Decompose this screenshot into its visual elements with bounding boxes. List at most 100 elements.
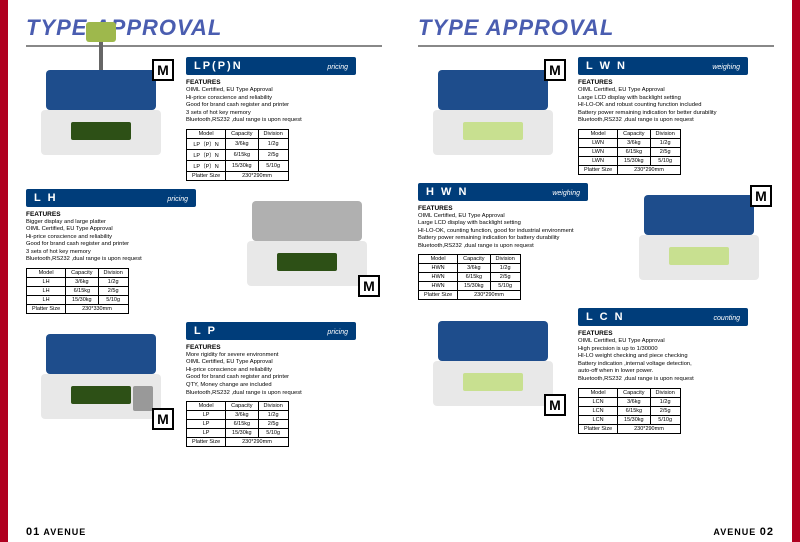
feature-line: Bigger display and large platter bbox=[26, 219, 222, 227]
scale-icon bbox=[433, 70, 553, 155]
table-cell: 6/15kg bbox=[618, 406, 650, 415]
product-info: H W N weighing FEATURES OIML Certified, … bbox=[418, 183, 614, 301]
display-icon bbox=[463, 122, 523, 140]
platter-icon bbox=[46, 70, 156, 110]
feature-line: Battery indication ,internal voltage det… bbox=[578, 361, 774, 369]
table-cell: LP（P）N bbox=[187, 149, 226, 160]
model-header: L H pricing bbox=[26, 189, 196, 207]
table-header-row: ModelCapacityDivision bbox=[419, 255, 521, 264]
product-block: M LP(P)N pricing FEATURES OIML Certified… bbox=[26, 57, 382, 181]
table-header: Model bbox=[187, 402, 226, 411]
footer-left: 01 AVENUE bbox=[26, 526, 86, 538]
features-title: FEATURES bbox=[418, 205, 614, 212]
title-underline bbox=[418, 45, 774, 47]
table-cell: 3/6kg bbox=[66, 277, 98, 286]
features-list: OIML Certified, EU Type ApprovalHi-price… bbox=[186, 87, 382, 125]
table-row: LH3/6kg1/2g bbox=[27, 277, 129, 286]
feature-line: Bluetooth,RS232 ,dual range is upon requ… bbox=[186, 390, 382, 398]
model-category: pricing bbox=[327, 329, 348, 336]
table-cell: 3/6kg bbox=[618, 397, 650, 406]
features-title: FEATURES bbox=[186, 79, 382, 86]
brand-left: AVENUE bbox=[43, 527, 86, 537]
model-category: pricing bbox=[327, 64, 348, 71]
spec-table: ModelCapacityDivision LH3/6kg1/2gLH6/15k… bbox=[26, 268, 129, 314]
table-header: Capacity bbox=[618, 129, 650, 138]
table-cell: 5/10g bbox=[258, 160, 288, 171]
table-header: Division bbox=[258, 129, 288, 138]
table-cell: LWN bbox=[579, 138, 618, 147]
table-cell: 6/15kg bbox=[66, 286, 98, 295]
pole-icon bbox=[99, 40, 103, 70]
table-cell: Platter Size bbox=[187, 438, 226, 447]
table-cell: 1/2g bbox=[490, 264, 520, 273]
table-row: LWN15/30kg5/10g bbox=[579, 156, 681, 165]
model-header: L C N counting bbox=[578, 308, 748, 326]
product-info: L P pricing FEATURES More rigidity for s… bbox=[186, 322, 382, 447]
feature-line: HI-LO-OK, counting function, good for in… bbox=[418, 228, 614, 236]
table-cell: LP bbox=[187, 429, 226, 438]
table-row: LP（P）N6/15kg2/5g bbox=[187, 149, 289, 160]
table-header: Division bbox=[650, 388, 680, 397]
table-cell: 5/10g bbox=[98, 295, 128, 304]
spec-table: ModelCapacityDivision LCN3/6kg1/2gLCN6/1… bbox=[578, 388, 681, 434]
features-list: More rigidity for severe environmentOIML… bbox=[186, 352, 382, 397]
table-cell: 5/10g bbox=[490, 282, 520, 291]
feature-line: Hi-price conscience and reliability bbox=[186, 367, 382, 375]
table-cell: 3/6kg bbox=[618, 138, 650, 147]
spec-table: ModelCapacityDivision LWN3/6kg1/2gLWN6/1… bbox=[578, 129, 681, 175]
model-header: L P pricing bbox=[186, 322, 356, 340]
table-cell: LP（P）N bbox=[187, 160, 226, 171]
features-list: OIML Certified, EU Type ApprovalHigh pre… bbox=[578, 338, 774, 383]
table-row: LCN3/6kg1/2g bbox=[579, 397, 681, 406]
m-badge: M bbox=[358, 275, 380, 297]
table-header-row: ModelCapacityDivision bbox=[579, 129, 681, 138]
table-cell: LH bbox=[27, 295, 66, 304]
table-row: LP（P）N3/6kg1/2g bbox=[187, 138, 289, 149]
table-cell: 15/30kg bbox=[226, 160, 258, 171]
feature-line: OIML Certified, EU Type Approval bbox=[186, 87, 382, 95]
catalog-spread: TYPE APPROVAL M LP(P)N pricing FEATURES … bbox=[0, 0, 800, 542]
product-info: L W N weighing FEATURES OIML Certified, … bbox=[578, 57, 774, 175]
table-header: Division bbox=[258, 402, 288, 411]
table-cell: 5/10g bbox=[650, 415, 680, 424]
model-header: L W N weighing bbox=[578, 57, 748, 75]
table-cell: Platter Size bbox=[187, 171, 226, 180]
feature-line: Hi-price conscience and reliability bbox=[26, 234, 222, 242]
feature-line: Good for brand cash register and printer bbox=[186, 102, 382, 110]
model-name: L P bbox=[194, 325, 217, 337]
scale-icon bbox=[247, 201, 367, 286]
feature-line: Battery power remaining indication for b… bbox=[578, 110, 774, 118]
model-header: LP(P)N pricing bbox=[186, 57, 356, 75]
product-info: L H pricing FEATURES Bigger display and … bbox=[26, 189, 222, 314]
table-cell: LCN bbox=[579, 415, 618, 424]
display-icon bbox=[71, 386, 131, 404]
table-header: Model bbox=[27, 268, 66, 277]
table-footer-row: Platter Size230*290mm bbox=[579, 424, 681, 433]
feature-line: OIML Certified, EU Type Approval bbox=[578, 338, 774, 346]
table-cell: 15/30kg bbox=[618, 415, 650, 424]
table-cell: LP（P）N bbox=[187, 138, 226, 149]
table-header: Model bbox=[187, 129, 226, 138]
table-header: Division bbox=[650, 129, 680, 138]
m-badge: M bbox=[152, 408, 174, 430]
table-cell: 2/5g bbox=[258, 149, 288, 160]
table-cell: Platter Size bbox=[579, 165, 618, 174]
spec-table: ModelCapacityDivision LP3/6kg1/2gLP6/15k… bbox=[186, 401, 289, 447]
page-num-left: 01 bbox=[26, 526, 40, 538]
feature-line: QTY, Money change are included bbox=[186, 382, 382, 390]
product-block: M L C N counting FEATURES OIML Certified… bbox=[418, 308, 774, 433]
feature-line: OIML Certified, EU Type Approval bbox=[418, 213, 614, 221]
table-footer-row: Platter Size230*290mm bbox=[187, 171, 289, 180]
table-cell: LCN bbox=[579, 397, 618, 406]
table-footer-row: Platter Size230*290mm bbox=[579, 165, 681, 174]
table-cell: HWN bbox=[419, 273, 458, 282]
product-info: L C N counting FEATURES OIML Certified, … bbox=[578, 308, 774, 433]
platter-icon bbox=[438, 321, 548, 361]
model-header: H W N weighing bbox=[418, 183, 588, 201]
page-num-right: 02 bbox=[760, 526, 774, 538]
table-header: Model bbox=[579, 388, 618, 397]
feature-line: OIML Certified, EU Type Approval bbox=[26, 226, 222, 234]
table-cell: 230*290mm bbox=[458, 291, 521, 300]
model-name: LP(P)N bbox=[194, 60, 243, 72]
m-badge: M bbox=[544, 394, 566, 416]
